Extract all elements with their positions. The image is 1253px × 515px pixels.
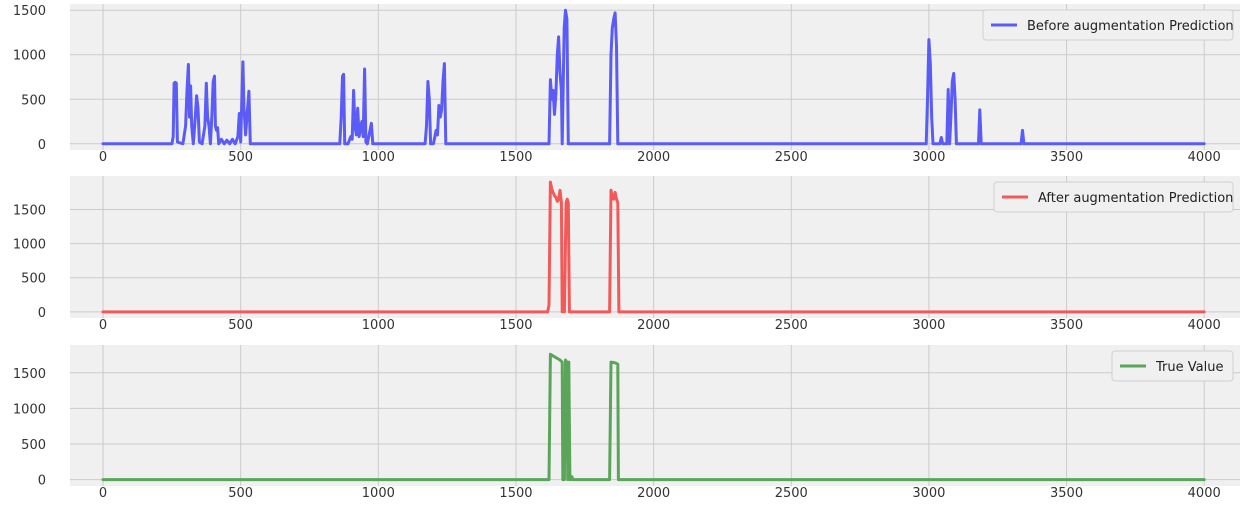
y-tick-label: 500 bbox=[21, 93, 46, 108]
y-tick-label: 0 bbox=[38, 138, 46, 153]
y-tick-label: 500 bbox=[21, 272, 46, 287]
x-tick-label: 3000 bbox=[912, 318, 945, 333]
x-tick-label: 2000 bbox=[637, 150, 670, 165]
x-tick-label: 3000 bbox=[912, 150, 945, 165]
legend: Before augmentation Prediction bbox=[982, 9, 1234, 41]
x-tick-label: 4000 bbox=[1188, 150, 1221, 165]
y-tick-label: 0 bbox=[38, 474, 46, 489]
legend: True Value bbox=[1111, 350, 1234, 382]
series-line-1 bbox=[101, 8, 1206, 146]
x-tick-label: 3000 bbox=[912, 486, 945, 501]
legend-label: Before augmentation Prediction bbox=[1027, 19, 1234, 34]
x-tick-label: 2500 bbox=[775, 318, 808, 333]
y-tick-label: 0 bbox=[38, 306, 46, 321]
x-tick-label: 4000 bbox=[1188, 486, 1221, 501]
x-tick-label: 0 bbox=[99, 486, 107, 501]
legend-box bbox=[982, 9, 1234, 41]
x-tick-label: 2500 bbox=[775, 150, 808, 165]
x-tick-label: 1500 bbox=[499, 150, 532, 165]
y-tick-label: 1000 bbox=[13, 238, 46, 253]
x-tick-label: 1500 bbox=[499, 318, 532, 333]
plot-background bbox=[70, 345, 1240, 486]
x-tick-label: 1000 bbox=[362, 318, 395, 333]
x-tick-label: 3500 bbox=[1050, 486, 1083, 501]
legend-label: True Value bbox=[1155, 360, 1223, 375]
x-tick-label: 500 bbox=[228, 318, 253, 333]
x-tick-label: 3500 bbox=[1050, 318, 1083, 333]
x-tick-label: 1500 bbox=[499, 486, 532, 501]
legend-box bbox=[1111, 350, 1234, 382]
series-line-3 bbox=[101, 352, 1206, 482]
y-tick-label: 1000 bbox=[13, 49, 46, 64]
y-tick-label: 1500 bbox=[13, 4, 46, 19]
chart-panel-1: 0 500 1000 1500 2000 2500 3000 3500 4000 0 500 1000… bbox=[13, 4, 1240, 165]
y-tick-label: 1500 bbox=[13, 367, 46, 382]
x-tick-label: 500 bbox=[228, 486, 253, 501]
legend-box bbox=[993, 181, 1234, 213]
x-tick-label: 3500 bbox=[1050, 150, 1083, 165]
x-tick-label: 2000 bbox=[637, 486, 670, 501]
x-tick-label: 2500 bbox=[775, 486, 808, 501]
x-tick-label: 500 bbox=[228, 150, 253, 165]
chart-panel-3: 0 500 1000 1500 2000 2500 3000 3500 4000 0 500 1000… bbox=[13, 345, 1240, 501]
y-tick-label: 1000 bbox=[13, 402, 46, 417]
y-tick-label: 1500 bbox=[13, 203, 46, 218]
x-tick-label: 2000 bbox=[637, 318, 670, 333]
x-tick-label: 0 bbox=[99, 318, 107, 333]
legend: After augmentation Prediction bbox=[993, 181, 1234, 213]
chart-panel-2: 0 500 1000 1500 2000 2500 3000 3500 4000 0 500 1000… bbox=[13, 176, 1240, 333]
series-line-2 bbox=[101, 180, 1206, 314]
x-tick-label: 0 bbox=[99, 150, 107, 165]
y-tick-label: 500 bbox=[21, 438, 46, 453]
x-tick-label: 4000 bbox=[1188, 318, 1221, 333]
x-tick-label: 1000 bbox=[362, 150, 395, 165]
legend-label: After augmentation Prediction bbox=[1038, 191, 1233, 206]
x-tick-label: 1000 bbox=[362, 486, 395, 501]
